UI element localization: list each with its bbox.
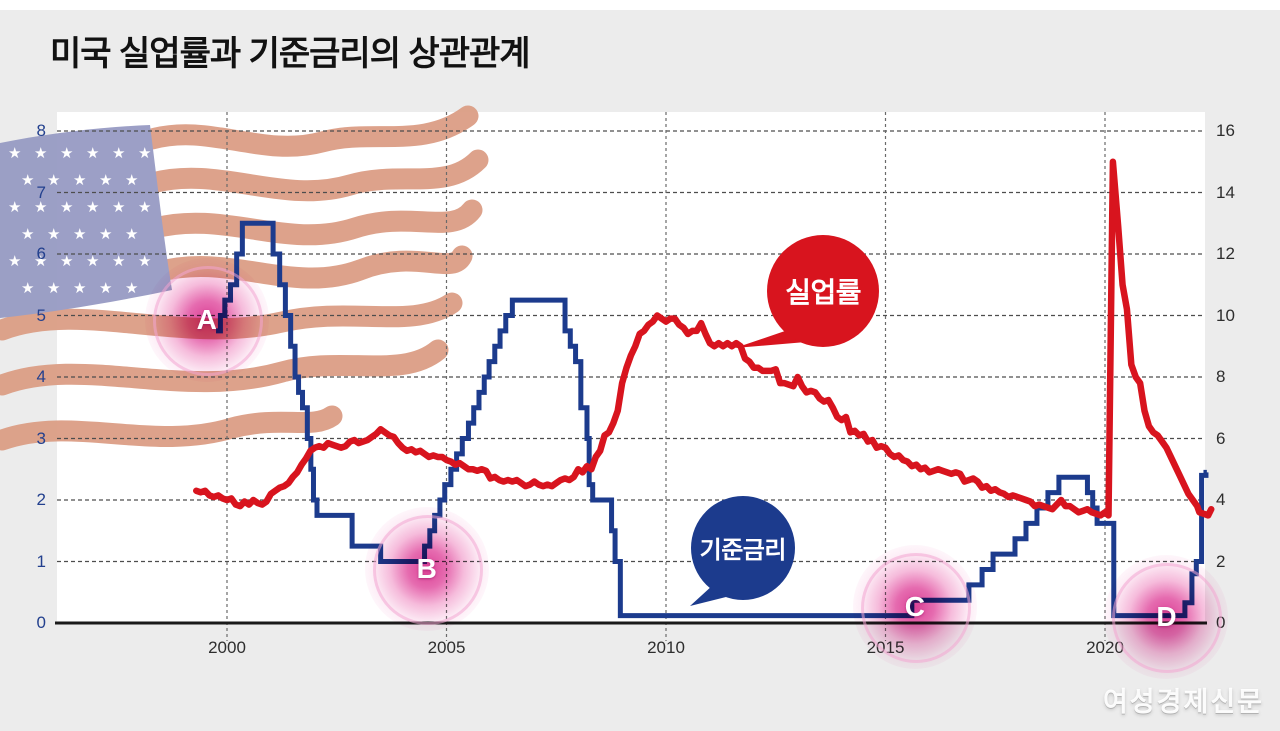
y-left-tick-label: 6 <box>36 244 46 263</box>
star-icon: ★ <box>60 199 73 216</box>
y-left-tick-label: 7 <box>36 182 46 202</box>
star-icon: ★ <box>99 226 112 243</box>
y-left-tick-label: 8 <box>36 121 46 140</box>
x-tick-label: 2020 <box>1086 638 1124 657</box>
star-icon: ★ <box>112 253 125 270</box>
star-icon: ★ <box>8 145 21 162</box>
star-icon: ★ <box>73 280 86 297</box>
flag-canton <box>0 125 172 318</box>
x-tick-label: 2000 <box>208 638 246 657</box>
y-left-tick-label: 1 <box>36 551 46 571</box>
star-icon: ★ <box>60 145 73 162</box>
flag-stars: ★ ★ ★ ★ ★ ★★ ★ ★ ★ ★★ ★ ★ ★ ★ ★★ ★ ★ ★ ★★ ★ ★ ★ ★ ★★ ★ ★ ★ ★ <box>8 145 151 297</box>
star-icon: ★ <box>86 253 99 270</box>
y-right-tick-label: 8 <box>1216 367 1226 386</box>
y-right-tick-label: 0 <box>1216 613 1226 632</box>
star-icon: ★ <box>34 199 47 216</box>
star-icon: ★ <box>86 199 99 216</box>
y-right-tick-label: 10 <box>1216 305 1235 325</box>
star-icon: ★ <box>99 280 112 297</box>
star-icon: ★ <box>112 199 125 216</box>
page-title: 미국 실업률과 기준금리의 상관관계 <box>50 35 531 73</box>
star-icon: ★ <box>99 172 112 189</box>
y-right-tick-label: 12 <box>1216 244 1235 263</box>
star-icon: ★ <box>34 253 47 270</box>
star-icon: ★ <box>21 226 34 243</box>
unemployment-line <box>193 158 1215 519</box>
star-icon: ★ <box>125 172 138 189</box>
x-tick-label: 2005 <box>427 638 466 657</box>
x-tick-label: 2010 <box>647 638 685 657</box>
star-icon: ★ <box>125 280 138 297</box>
star-icon: ★ <box>21 172 34 189</box>
star-icon: ★ <box>8 199 21 216</box>
star-icon: ★ <box>112 145 125 162</box>
y-right-tick-label: 6 <box>1216 428 1226 448</box>
star-icon: ★ <box>8 253 21 270</box>
y-left-tick-label: 2 <box>36 490 46 509</box>
star-icon: ★ <box>21 280 34 297</box>
y-right-tick-label: 14 <box>1216 182 1235 202</box>
star-icon: ★ <box>47 172 60 189</box>
star-icon: ★ <box>47 226 60 243</box>
y-right-tick-label: 2 <box>1216 551 1226 571</box>
x-tick-label: 2015 <box>866 638 905 657</box>
star-icon: ★ <box>138 199 151 216</box>
star-icon: ★ <box>47 280 60 297</box>
y-left-tick-label: 0 <box>36 613 46 632</box>
star-icon: ★ <box>73 226 86 243</box>
y-right-tick-label: 16 <box>1216 121 1235 140</box>
y-left-tick-label: 3 <box>36 428 46 448</box>
star-icon: ★ <box>125 226 138 243</box>
star-icon: ★ <box>60 253 73 270</box>
policy-rate-line <box>216 220 1209 619</box>
watermark: 여성경제신문 <box>1102 687 1264 717</box>
star-icon: ★ <box>34 145 47 162</box>
star-icon: ★ <box>138 145 151 162</box>
star-icon: ★ <box>86 145 99 162</box>
us-flag-icon: ★ ★ ★ ★ ★ ★★ ★ ★ ★ ★★ ★ ★ ★ ★ ★★ ★ ★ ★ ★★ ★ ★ ★ ★ ★★ ★ ★ ★ ★ <box>0 105 489 451</box>
top-white-strip <box>0 0 1280 10</box>
y-left-tick-label: 4 <box>36 367 46 386</box>
star-icon: ★ <box>73 172 86 189</box>
y-right-tick-label: 4 <box>1216 490 1226 509</box>
y-left-tick-label: 5 <box>36 305 46 325</box>
